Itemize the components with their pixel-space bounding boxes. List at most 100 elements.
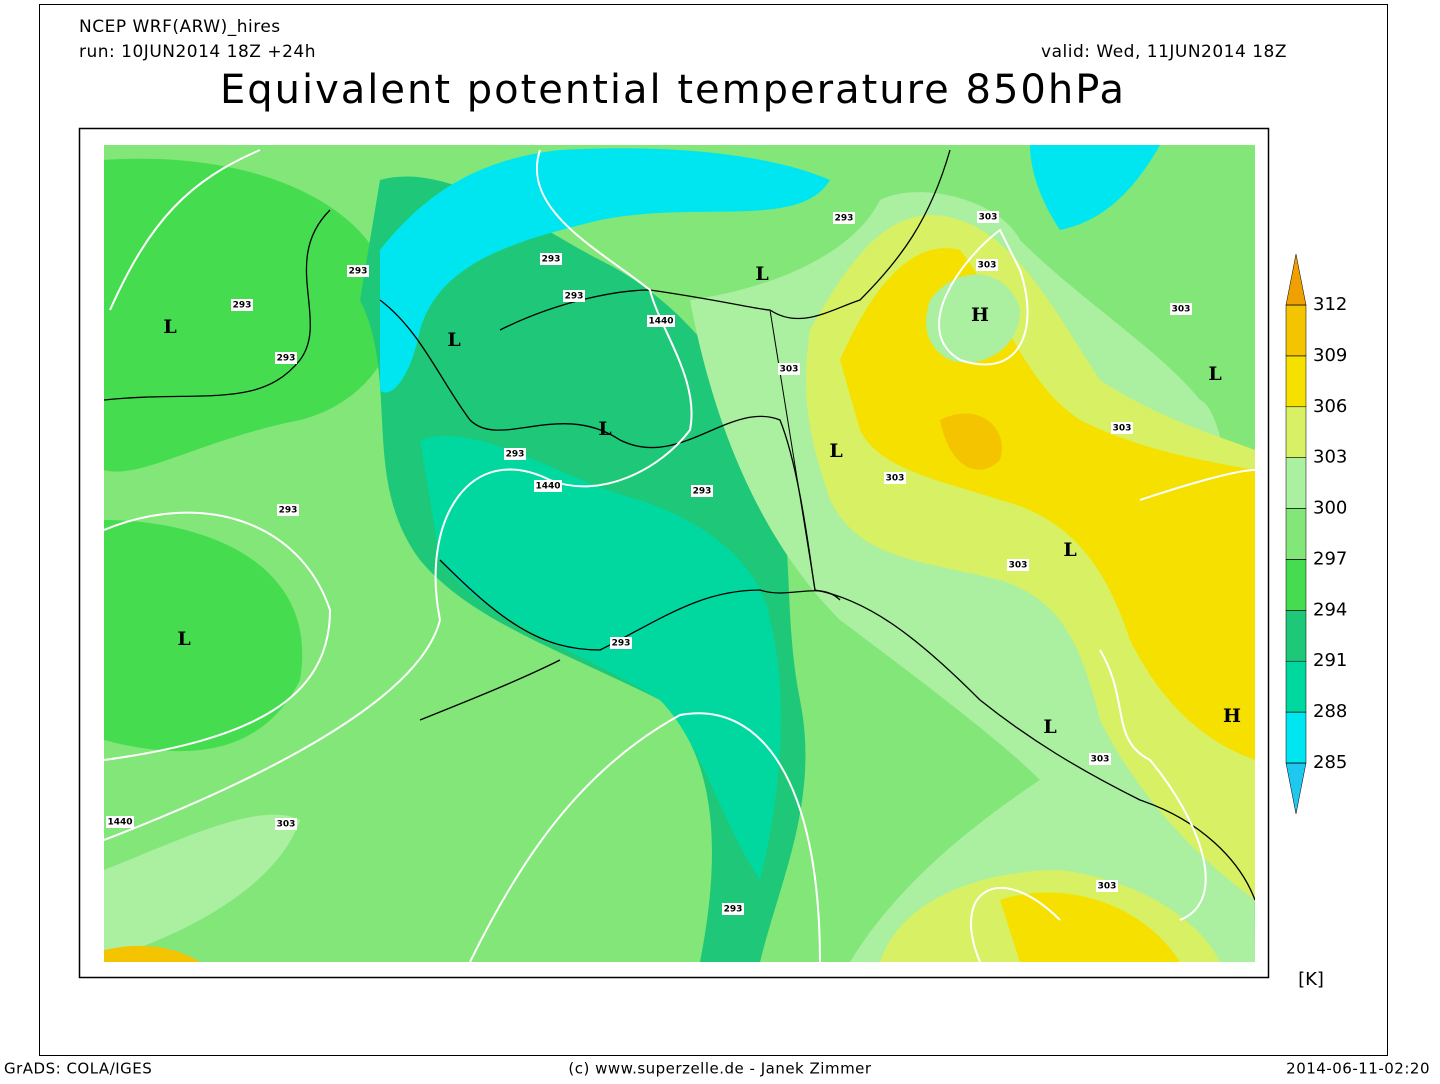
contour-label: 303 (1172, 305, 1191, 315)
map-title: Equivalent potential temperature 850hPa (220, 67, 1126, 113)
contour-label: 293 (233, 301, 252, 311)
colorbar-tick-label: 312 (1313, 294, 1347, 315)
colorbar-box (1285, 660, 1307, 713)
contour-label: 293 (835, 214, 854, 224)
contour-label-bg (977, 211, 999, 223)
contour-label-bg (884, 472, 906, 484)
contour-label-bg (504, 448, 526, 460)
contour-label: 303 (979, 213, 998, 223)
contour-label-bg (610, 637, 632, 649)
contour-label: 303 (886, 474, 905, 484)
contour-label-bg (1007, 559, 1029, 571)
pressure-center: L (598, 418, 611, 440)
colorbar-box (1285, 355, 1307, 408)
colorbar-box (1285, 559, 1307, 611)
contour-label: 1440 (107, 818, 132, 828)
contour-label: 1440 (535, 482, 560, 492)
contour-label-bg (534, 480, 562, 492)
pressure-center: L (1208, 363, 1221, 385)
coastline (104, 209, 1255, 901)
colorbar-box (1285, 254, 1307, 306)
page-border (39, 4, 1388, 1056)
contour-label-bg (347, 265, 369, 277)
contour-label-bg (1111, 422, 1133, 434)
contour-label-bg (691, 485, 713, 497)
footer-right: 2014-06-11-02:20 (1286, 1060, 1430, 1078)
theta-e-area (104, 945, 200, 962)
contour-label: 303 (1009, 561, 1028, 571)
footer-center: (c) www.superzelle.de - Janek Zimmer (568, 1060, 871, 1078)
theta-e-area (104, 158, 396, 472)
colorbar-tick-label: 297 (1313, 548, 1347, 569)
colorbar-tick-label: 288 (1313, 701, 1347, 722)
map-frame (78, 127, 1270, 979)
theta-e-area (380, 148, 830, 393)
contour-label: 303 (978, 261, 997, 271)
colorbar-box (1285, 711, 1307, 764)
contour-label-bg (275, 352, 297, 364)
colorbar-tick-label: 294 (1313, 599, 1347, 620)
contour-label: 303 (1098, 882, 1117, 892)
contour-label-bg (722, 903, 744, 915)
map-labels: L L L L L L L L L H H 293 293 293 293 293 293 293 293 293 29… (106, 211, 1241, 915)
isohypse (104, 149, 1255, 962)
colorbar-tick-label: 285 (1313, 752, 1347, 773)
contour-label-bg (1170, 303, 1192, 315)
theta-e-field (104, 145, 1255, 962)
contour-label-bg (647, 315, 675, 327)
model-name: NCEP WRF(ARW)_hires (79, 17, 281, 37)
contour-label: 303 (780, 365, 799, 375)
contour-label-bg (563, 290, 585, 302)
contour-label-bg (275, 818, 297, 830)
pressure-center: H (971, 304, 989, 326)
colorbar-tick-label: 309 (1313, 345, 1347, 366)
colorbar-tick-label: 306 (1313, 396, 1347, 417)
theta-e-area (420, 435, 781, 880)
contour-label-bg (976, 259, 998, 271)
pressure-center: H (1223, 705, 1241, 727)
border (769, 309, 816, 591)
colorbar-box (1285, 457, 1307, 509)
colorbar-tick-label: 300 (1313, 498, 1347, 519)
pressure-center: L (1043, 716, 1056, 738)
contour-label: 1440 (648, 317, 673, 327)
colorbar: 285 288 291 294 297 300 303 306 309 312 (1285, 254, 1347, 814)
pressure-center: L (755, 263, 768, 285)
colorbar-box (1285, 508, 1307, 560)
pressure-center: L (1063, 539, 1076, 561)
colorbar-box (1285, 610, 1307, 662)
pressure-center: L (829, 440, 842, 462)
contour-label: 293 (277, 354, 296, 364)
pressure-center: L (163, 316, 176, 338)
contour-label: 303 (1091, 755, 1110, 765)
contour-label-bg (778, 363, 800, 375)
contour-label: 303 (1113, 424, 1132, 434)
theta-e-area (926, 274, 1020, 363)
contour-label: 293 (612, 639, 631, 649)
contour-label-bg (277, 504, 299, 516)
contour-label-bg (833, 212, 855, 224)
contour-label: 303 (277, 820, 296, 830)
theta-e-area (1030, 145, 1160, 230)
theta-e-area (1000, 892, 1180, 962)
map-lines (104, 149, 1255, 962)
contour-label-bg (106, 816, 134, 828)
contour-label: 293 (279, 506, 298, 516)
theta-e-area (940, 413, 1002, 470)
colorbar-unit: [K] (1298, 969, 1324, 990)
contour-label: 293 (565, 292, 584, 302)
contour-label: 293 (542, 255, 561, 265)
contour-label-bg (540, 253, 562, 265)
contour-label: 293 (349, 267, 368, 277)
contour-label: 293 (724, 905, 743, 915)
colorbar-box (1285, 762, 1307, 814)
contour-label-bg (1089, 753, 1111, 765)
colorbar-tick-label: 303 (1313, 447, 1347, 468)
pressure-center: L (177, 628, 190, 650)
theta-e-area (104, 814, 300, 960)
valid-time: valid: Wed, 11JUN2014 18Z (1041, 42, 1287, 62)
theta-e-area (104, 520, 303, 752)
contour-label-bg (1096, 880, 1118, 892)
contour-label: 293 (693, 487, 712, 497)
